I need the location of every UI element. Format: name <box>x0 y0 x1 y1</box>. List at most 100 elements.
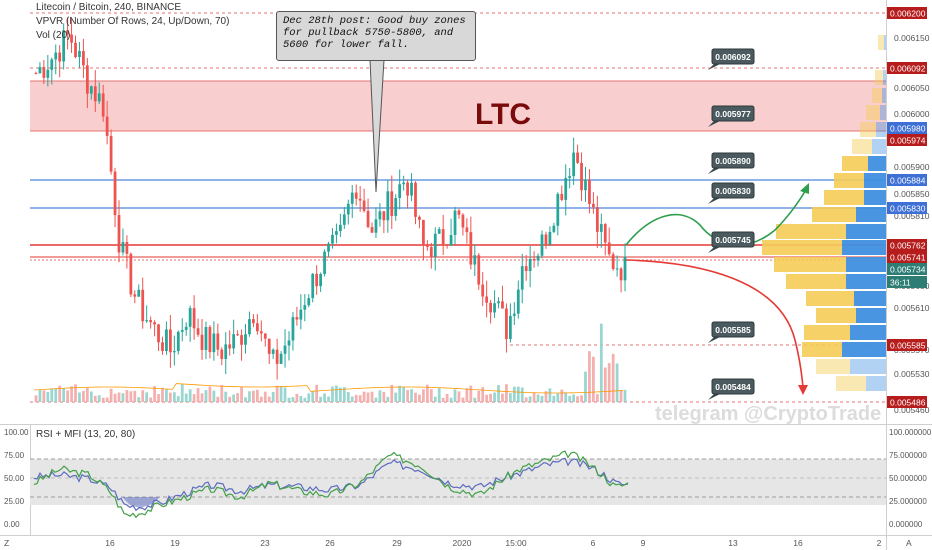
volume-bar <box>560 389 564 402</box>
volume-bar <box>54 388 58 402</box>
volume-bar <box>422 389 425 402</box>
symbol-legend[interactable]: Litecoin / Bitcoin, 240, BINANCE <box>36 2 182 13</box>
volume-bar <box>192 394 196 402</box>
vpvr-row-up <box>776 224 846 239</box>
vpvr-row-down <box>854 291 886 306</box>
level-flag[interactable] <box>711 321 755 338</box>
candle-body <box>275 349 279 364</box>
time-axis[interactable]: 16 19 23 26 29 2020 15:00 6 9 13 16 2 Z A <box>4 538 912 548</box>
volume-bar <box>619 390 623 402</box>
price-tag-label: 36:11 <box>890 278 911 288</box>
candle-body <box>109 135 113 172</box>
candle-body <box>528 258 532 272</box>
vpvr-row-down <box>872 139 886 154</box>
candle-body <box>319 273 323 287</box>
candle-body <box>216 333 220 350</box>
volume-bar <box>200 393 204 402</box>
volume-bar <box>145 392 149 402</box>
rsi-legend[interactable]: RSI + MFI (13, 20, 80) <box>36 429 136 440</box>
candle-body <box>362 200 366 211</box>
level-flag-label: 0.005484 <box>715 382 751 392</box>
volume-bar <box>109 388 113 402</box>
vpvr-row-down <box>868 156 886 171</box>
level-flag-pointer <box>708 168 720 174</box>
candle-body <box>252 319 255 324</box>
price-tick-label: 0.006150 <box>894 33 930 43</box>
candle-body <box>406 182 409 196</box>
volume-bar <box>283 387 287 402</box>
candle-body <box>418 216 421 220</box>
volume-bar <box>133 390 137 402</box>
candle-body <box>85 65 89 94</box>
vpvr-row-up <box>762 240 842 255</box>
candle-body <box>228 344 232 349</box>
candle-body <box>374 219 378 233</box>
volume-bar <box>74 384 77 402</box>
auto-scale-button[interactable]: A <box>906 538 912 548</box>
level-flag[interactable] <box>711 105 755 122</box>
resistance-zone <box>30 81 886 131</box>
volume-bar <box>315 384 319 402</box>
projection-down-path <box>625 259 804 389</box>
candle-body <box>358 198 362 201</box>
volume-legend[interactable]: Vol (20) <box>36 30 71 41</box>
rsi-right-tick: 100.000000 <box>889 428 932 437</box>
candle-body <box>382 211 386 221</box>
volume-profile <box>762 35 886 391</box>
candle-body <box>422 219 425 245</box>
volume-bar <box>58 385 62 402</box>
candle-body <box>180 329 184 332</box>
volume-bar <box>429 389 433 402</box>
vpvr-row-up <box>774 257 846 272</box>
vpvr-row-down <box>882 88 886 103</box>
vpvr-row-down <box>850 325 886 340</box>
candle-body <box>70 34 73 43</box>
candle-body <box>520 266 524 290</box>
level-flag[interactable] <box>711 182 755 199</box>
level-flag[interactable] <box>711 378 755 395</box>
volume-bar <box>129 391 133 402</box>
volume-bar <box>402 386 406 402</box>
candle-body <box>615 268 619 270</box>
level-flag[interactable] <box>711 152 755 169</box>
volume-bar <box>607 363 611 402</box>
volume-bar <box>528 396 532 402</box>
volume-bar <box>180 384 184 402</box>
level-flag-label: 0.006092 <box>715 52 751 62</box>
volume-bar <box>374 397 378 402</box>
rsi-left-tick: 75.00 <box>4 451 25 460</box>
candle-body <box>390 191 394 216</box>
level-flag[interactable] <box>711 48 755 65</box>
level-flag[interactable] <box>711 231 755 248</box>
volume-bar <box>595 394 599 402</box>
volume-bar <box>556 393 560 402</box>
volume-bar <box>410 389 413 402</box>
volume-bar <box>188 389 192 402</box>
candle-body <box>279 353 283 364</box>
annotation-line-1: Dec 28th post: Good buy zones <box>283 15 466 27</box>
candle-body <box>188 308 192 327</box>
candle-body <box>121 242 125 253</box>
volume-bar <box>425 384 429 402</box>
price-tag <box>887 62 927 74</box>
candle-body <box>477 255 481 285</box>
candle-body <box>505 308 508 340</box>
candle-body <box>295 317 299 320</box>
volume-bar <box>204 390 208 402</box>
rsi-right-tick: 0.000000 <box>889 520 923 529</box>
annotation-callout[interactable]: Dec 28th post: Good buy zones for pullba… <box>276 11 476 61</box>
vpvr-row-up <box>804 325 850 340</box>
vpvr-row-up <box>802 342 842 357</box>
volume-bar <box>38 389 42 402</box>
vpvr-row-up <box>878 35 884 50</box>
vpvr-legend[interactable]: VPVR (Number Of Rows, 24, Up/Down, 70) <box>36 16 230 27</box>
volume-bar <box>540 395 544 402</box>
candle-body <box>224 344 228 359</box>
zoom-corner-button[interactable]: Z <box>4 538 9 548</box>
price-axis-tags: 0.006200 0.006092 0.005980 0.005974 0.005884… <box>887 7 927 408</box>
volume-bar <box>342 387 346 402</box>
candle-body <box>141 289 145 322</box>
vpvr-row-up <box>836 376 866 391</box>
price-tick-label: 0.005610 <box>894 303 930 313</box>
